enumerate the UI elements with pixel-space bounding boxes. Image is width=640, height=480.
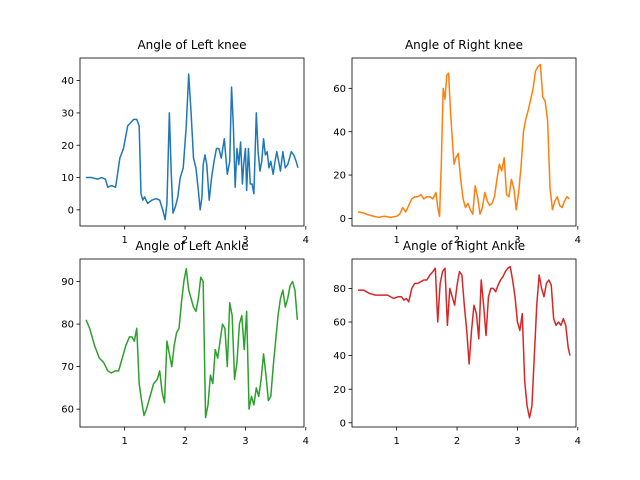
right-knee-title: Angle of Right knee — [405, 38, 523, 52]
right-knee-axes-frame — [351, 57, 577, 227]
right-ankle-y-tick-label: 60 — [333, 318, 346, 329]
left-ankle-title: Angle of Left Ankle — [135, 239, 248, 253]
right-ankle-x-tick-label: 2 — [454, 436, 460, 447]
right-knee-x-tick-label: 1 — [393, 235, 399, 246]
left-knee-x-tick-label: 1 — [121, 235, 127, 246]
right-ankle-x-tick-label: 4 — [575, 436, 581, 447]
right-ankle-y-tick-label: 0 — [340, 418, 346, 429]
right-knee-y-tick-label: 20 — [333, 171, 346, 182]
right-ankle-title: Angle of Right Ankle — [403, 239, 525, 253]
right-ankle-x-tick-label: 1 — [393, 436, 399, 447]
right-knee-y-tick-label: 0 — [340, 214, 346, 225]
left-ankle-y-tick-label: 70 — [61, 362, 74, 373]
right-ankle-axes-frame — [351, 258, 577, 428]
right-knee-x-tick-label: 2 — [454, 235, 460, 246]
left-knee-y-tick-label: 20 — [61, 141, 74, 152]
left-knee-x-tick-label: 4 — [303, 235, 309, 246]
left-knee-title: Angle of Left knee — [137, 38, 246, 52]
left-ankle-y-tick-label: 80 — [61, 320, 74, 331]
left-knee-x-tick-label: 3 — [242, 235, 248, 246]
left-ankle-axes-frame — [79, 258, 305, 428]
left-knee-y-tick-label: 40 — [61, 76, 74, 87]
left-knee-x-tick-label: 2 — [182, 235, 188, 246]
left-ankle-y-tick-label: 90 — [61, 277, 74, 288]
left-knee-y-tick-label: 10 — [61, 173, 74, 184]
left-ankle-x-tick-label: 1 — [121, 436, 127, 447]
left-knee-y-tick-label: 0 — [68, 205, 74, 216]
right-knee-x-tick-label: 4 — [575, 235, 581, 246]
left-ankle-y-tick-label: 60 — [61, 405, 74, 416]
left-knee-axes-frame — [79, 57, 305, 227]
left-knee-y-tick-label: 30 — [61, 109, 74, 120]
left-ankle-panel: 1 2 3 4 60 70 80 90 Angle of Left Ankle — [61, 239, 309, 447]
left-ankle-x-tick-label: 2 — [182, 436, 188, 447]
right-knee-y-tick-label: 60 — [333, 84, 346, 95]
right-knee-y-tick-label: 40 — [333, 127, 346, 138]
right-knee-x-tick-label: 3 — [514, 235, 520, 246]
left-ankle-series-line — [85, 268, 299, 419]
left-knee-series-line — [86, 73, 299, 221]
right-ankle-x-tick-label: 3 — [514, 436, 520, 447]
left-ankle-x-tick-label: 3 — [242, 436, 248, 447]
right-knee-series-line — [357, 63, 570, 219]
right-ankle-y-tick-label: 20 — [333, 385, 346, 396]
right-ankle-y-tick-label: 80 — [333, 284, 346, 295]
right-ankle-series-line — [358, 265, 571, 419]
left-ankle-x-tick-label: 4 — [303, 436, 309, 447]
right-ankle-y-tick-label: 40 — [333, 351, 346, 362]
